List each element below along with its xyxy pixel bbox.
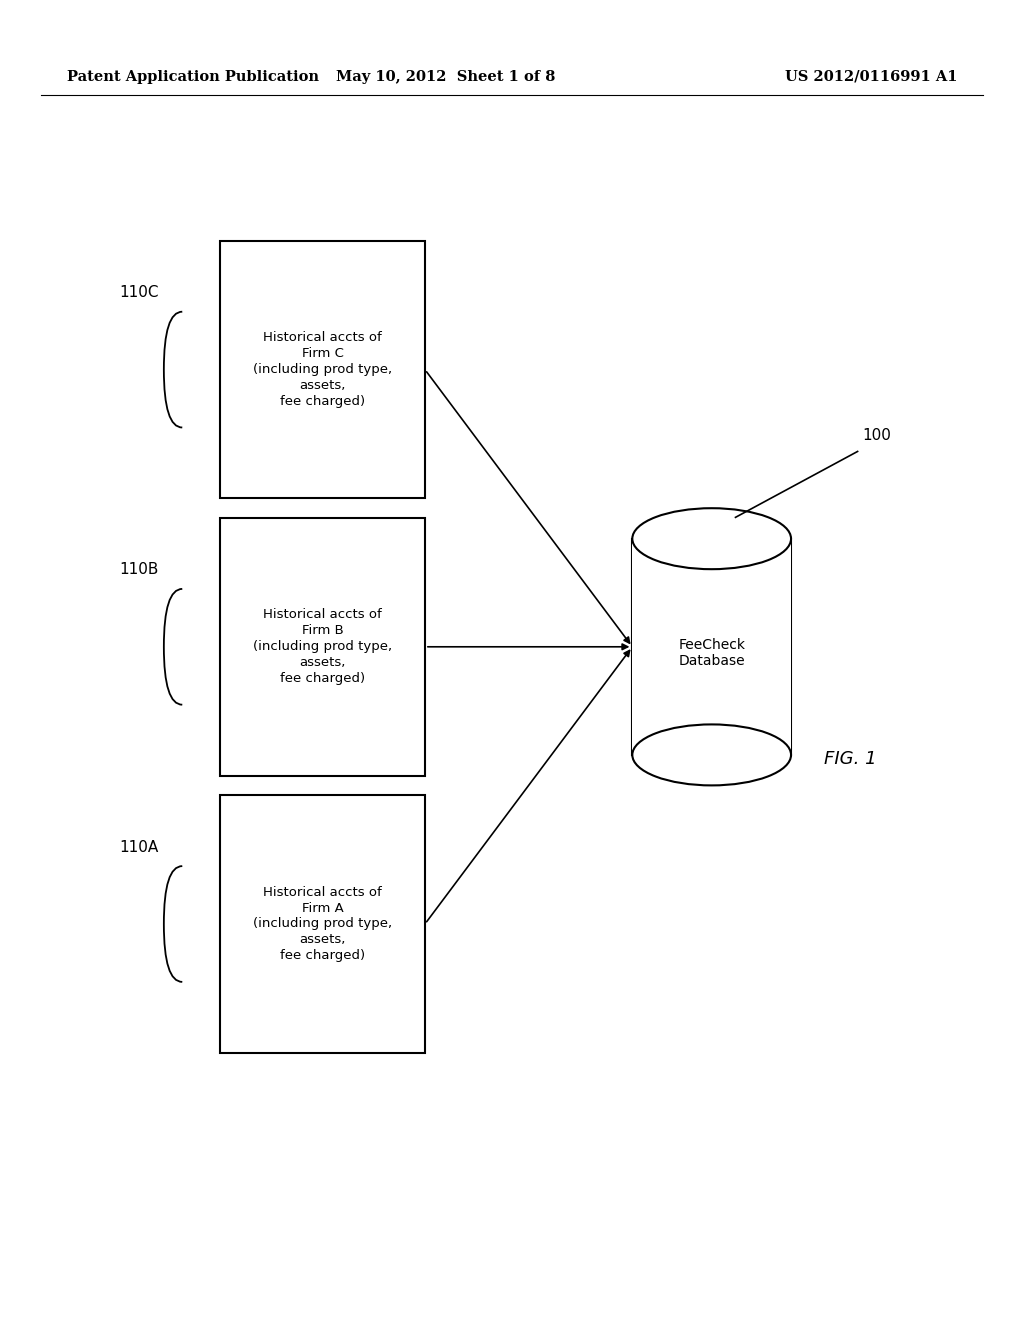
Text: Patent Application Publication: Patent Application Publication bbox=[67, 70, 318, 83]
Text: May 10, 2012  Sheet 1 of 8: May 10, 2012 Sheet 1 of 8 bbox=[336, 70, 555, 83]
Text: FeeCheck
Database: FeeCheck Database bbox=[678, 638, 745, 668]
Bar bbox=[220, 519, 425, 776]
Text: 110A: 110A bbox=[120, 840, 159, 854]
Text: 110B: 110B bbox=[120, 562, 159, 577]
Text: 110C: 110C bbox=[119, 285, 159, 300]
Text: Historical accts of
Firm A
(including prod type,
assets,
fee charged): Historical accts of Firm A (including pr… bbox=[253, 886, 392, 962]
Bar bbox=[220, 795, 425, 1053]
Bar bbox=[632, 539, 791, 755]
Text: FIG. 1: FIG. 1 bbox=[823, 750, 877, 768]
Ellipse shape bbox=[632, 725, 791, 785]
Text: Historical accts of
Firm C
(including prod type,
assets,
fee charged): Historical accts of Firm C (including pr… bbox=[253, 331, 392, 408]
Bar bbox=[220, 242, 425, 499]
Ellipse shape bbox=[632, 508, 791, 569]
Text: 100: 100 bbox=[862, 428, 892, 444]
Text: US 2012/0116991 A1: US 2012/0116991 A1 bbox=[785, 70, 957, 83]
Text: Historical accts of
Firm B
(including prod type,
assets,
fee charged): Historical accts of Firm B (including pr… bbox=[253, 609, 392, 685]
